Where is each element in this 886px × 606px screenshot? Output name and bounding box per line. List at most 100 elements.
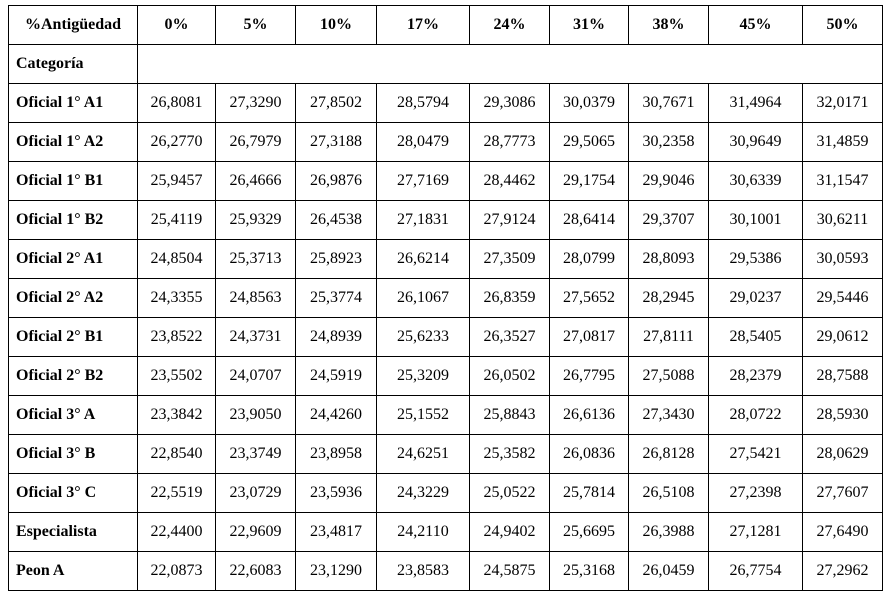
value-cell: 26,7795 bbox=[549, 356, 629, 396]
value-cell: 27,7607 bbox=[802, 473, 883, 513]
category: Oficial 1° B2 bbox=[8, 200, 138, 240]
value-cell: 25,6695 bbox=[549, 512, 629, 552]
value-cell: 30,0593 bbox=[802, 239, 883, 279]
category: Oficial 2° B2 bbox=[8, 356, 138, 396]
subheader-row: Categoría bbox=[8, 44, 883, 84]
value-cell: 23,8522 bbox=[137, 317, 216, 357]
value-cell: 24,8563 bbox=[215, 278, 296, 318]
value-cell: 24,3731 bbox=[215, 317, 296, 357]
value-cell: 25,3774 bbox=[295, 278, 377, 318]
column-header: 24% bbox=[469, 5, 550, 45]
data-row: Oficial 1° A1 26,8081 27,3290 27,8502 28,579… bbox=[8, 83, 883, 123]
value-cell: 26,0502 bbox=[469, 356, 550, 396]
data-row: Oficial 3° B 22,8540 23,3749 23,8958 24,6251… bbox=[8, 434, 883, 474]
value-cell: 28,4462 bbox=[469, 161, 550, 201]
value-cell: 27,8502 bbox=[295, 83, 377, 123]
value-cell: 25,1552 bbox=[376, 395, 470, 435]
value-cell: 26,3527 bbox=[469, 317, 550, 357]
header-row: %Antigüedad 0% 5% 10% 17% 24% 31% 38% 45% 50% bbox=[8, 5, 883, 45]
category: Oficial 2° A1 bbox=[8, 239, 138, 279]
value-cell: 25,7814 bbox=[549, 473, 629, 513]
value-cell: 28,2379 bbox=[708, 356, 803, 396]
data-row: Oficial 2° B2 23,5502 24,0707 24,5919 25,320… bbox=[8, 356, 883, 396]
value-cell: 27,1281 bbox=[708, 512, 803, 552]
value-cell: 29,9046 bbox=[628, 161, 709, 201]
value-cell: 22,8540 bbox=[137, 434, 216, 474]
value-cell: 27,3430 bbox=[628, 395, 709, 435]
value-cell: 26,6136 bbox=[549, 395, 629, 435]
value-cell: 25,8923 bbox=[295, 239, 377, 279]
value-cell: 28,0799 bbox=[549, 239, 629, 279]
column-header: 31% bbox=[549, 5, 629, 45]
data-row: Oficial 2° A1 24,8504 25,3713 25,8923 26,621… bbox=[8, 239, 883, 279]
value-cell: 23,8958 bbox=[295, 434, 377, 474]
value-cell: 31,1547 bbox=[802, 161, 883, 201]
value-cell: 26,8128 bbox=[628, 434, 709, 474]
data-row: Oficial 2° B1 23,8522 24,3731 24,8939 25,623… bbox=[8, 317, 883, 357]
value-cell: 27,2398 bbox=[708, 473, 803, 513]
category: Oficial 1° B1 bbox=[8, 161, 138, 201]
table-body: %Antigüedad 0% 5% 10% 17% 24% 31% 38% 45% 50% Cate… bbox=[8, 5, 883, 591]
value-cell: 22,4400 bbox=[137, 512, 216, 552]
value-cell: 22,9609 bbox=[215, 512, 296, 552]
value-cell: 25,9457 bbox=[137, 161, 216, 201]
value-cell: 27,5652 bbox=[549, 278, 629, 318]
value-cell: 24,4260 bbox=[295, 395, 377, 435]
value-cell: 26,1067 bbox=[376, 278, 470, 318]
value-cell: 26,0459 bbox=[628, 551, 709, 591]
value-cell: 26,0836 bbox=[549, 434, 629, 474]
value-cell: 23,9050 bbox=[215, 395, 296, 435]
value-cell: 28,5405 bbox=[708, 317, 803, 357]
category: Oficial 3° A bbox=[8, 395, 138, 435]
value-cell: 27,3290 bbox=[215, 83, 296, 123]
value-cell: 25,9329 bbox=[215, 200, 296, 240]
value-cell: 25,4119 bbox=[137, 200, 216, 240]
column-header: 0% bbox=[137, 5, 216, 45]
value-cell: 26,4538 bbox=[295, 200, 377, 240]
value-cell: 23,3749 bbox=[215, 434, 296, 474]
value-cell: 29,0612 bbox=[802, 317, 883, 357]
value-cell: 28,0479 bbox=[376, 122, 470, 162]
category: Oficial 1° A2 bbox=[8, 122, 138, 162]
value-cell: 28,0629 bbox=[802, 434, 883, 474]
value-cell: 29,3086 bbox=[469, 83, 550, 123]
value-cell: 26,4666 bbox=[215, 161, 296, 201]
category: Oficial 3° B bbox=[8, 434, 138, 474]
value-cell: 26,6214 bbox=[376, 239, 470, 279]
value-cell: 28,7588 bbox=[802, 356, 883, 396]
value-cell: 28,5930 bbox=[802, 395, 883, 435]
value-cell: 27,9124 bbox=[469, 200, 550, 240]
data-row: Oficial 2° A2 24,3355 24,8563 25,3774 26,106… bbox=[8, 278, 883, 318]
value-cell: 27,2962 bbox=[802, 551, 883, 591]
value-cell: 30,6339 bbox=[708, 161, 803, 201]
value-cell: 27,5421 bbox=[708, 434, 803, 474]
value-cell: 27,0817 bbox=[549, 317, 629, 357]
value-cell: 26,9876 bbox=[295, 161, 377, 201]
seniority-table: %Antigüedad 0% 5% 10% 17% 24% 31% 38% 45% 50% Cate… bbox=[8, 5, 883, 591]
value-cell: 23,4817 bbox=[295, 512, 377, 552]
value-cell: 22,0873 bbox=[137, 551, 216, 591]
column-header: 10% bbox=[295, 5, 377, 45]
value-cell: 29,0237 bbox=[708, 278, 803, 318]
value-cell: 26,3988 bbox=[628, 512, 709, 552]
value-cell: 25,8843 bbox=[469, 395, 550, 435]
data-row: Oficial 1° B2 25,4119 25,9329 26,4538 27,183… bbox=[8, 200, 883, 240]
category: Oficial 2° B1 bbox=[8, 317, 138, 357]
value-cell: 29,5446 bbox=[802, 278, 883, 318]
value-cell: 24,5919 bbox=[295, 356, 377, 396]
value-cell: 25,3209 bbox=[376, 356, 470, 396]
value-cell: 30,2358 bbox=[628, 122, 709, 162]
value-cell: 27,3188 bbox=[295, 122, 377, 162]
value-cell: 22,6083 bbox=[215, 551, 296, 591]
category: Oficial 1° A1 bbox=[8, 83, 138, 123]
value-cell: 24,0707 bbox=[215, 356, 296, 396]
data-row: Peon A 22,0873 22,6083 23,1290 23,8583 24,587… bbox=[8, 551, 883, 591]
value-cell: 24,3229 bbox=[376, 473, 470, 513]
value-cell: 27,6490 bbox=[802, 512, 883, 552]
value-cell: 27,8111 bbox=[628, 317, 709, 357]
value-cell: 28,2945 bbox=[628, 278, 709, 318]
value-cell: 26,5108 bbox=[628, 473, 709, 513]
value-cell: 30,0379 bbox=[549, 83, 629, 123]
value-cell: 23,3842 bbox=[137, 395, 216, 435]
category: Oficial 2° A2 bbox=[8, 278, 138, 318]
